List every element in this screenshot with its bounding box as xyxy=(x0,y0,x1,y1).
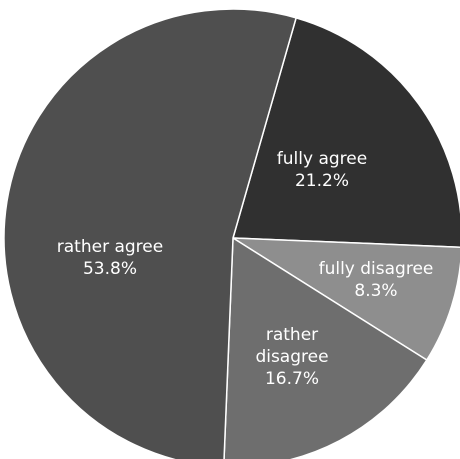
slice-category-label: rather xyxy=(266,325,318,345)
slice-label-rather-agree: rather agree 53.8% xyxy=(57,237,163,279)
slice-value-label: 21.2% xyxy=(295,171,349,191)
pie-slice-fully-disagree xyxy=(232,237,460,361)
slice-category-label: fully agree xyxy=(277,149,367,169)
pie-labels: fully agree 21.2% fully disagree 8.3% rather… xyxy=(57,149,434,389)
pie-slice-rather-agree xyxy=(3,8,297,459)
slice-value-label: 16.7% xyxy=(265,369,319,389)
slice-category-label: rather agree xyxy=(57,237,163,257)
pie-slice-rather-disagree xyxy=(223,237,428,459)
pie-slice-fully-agree xyxy=(232,17,460,248)
slice-label-rather-disagree: rather disagree 16.7% xyxy=(255,325,328,389)
slice-category-label: disagree xyxy=(255,347,328,367)
slice-category-label: fully disagree xyxy=(319,259,434,279)
slice-label-fully-disagree: fully disagree 8.3% xyxy=(319,259,434,301)
slice-value-label: 53.8% xyxy=(83,259,137,279)
slice-label-fully-agree: fully agree 21.2% xyxy=(277,149,367,191)
slice-value-label: 8.3% xyxy=(354,281,397,301)
pie-slices xyxy=(3,8,460,459)
